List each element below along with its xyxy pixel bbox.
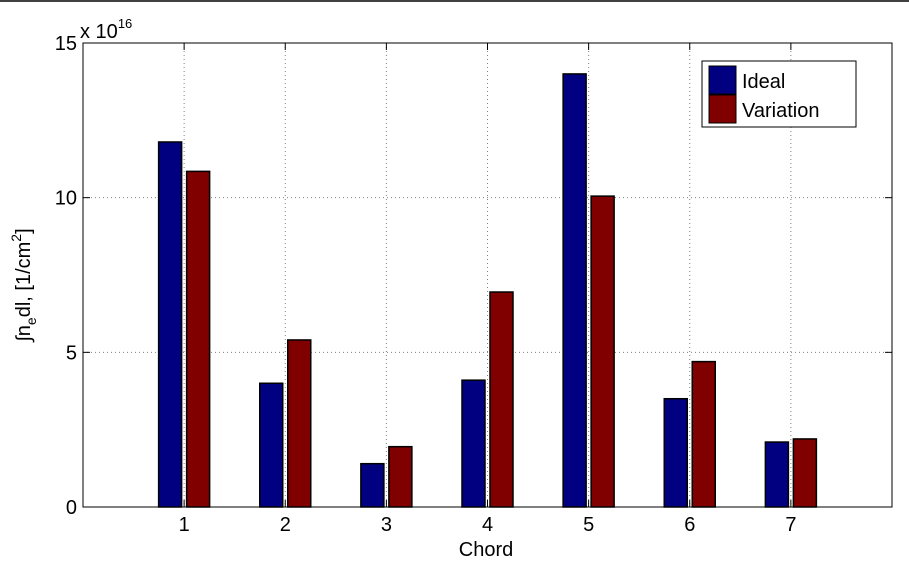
x-tick-label: 7 xyxy=(785,514,796,536)
legend-swatch-variation xyxy=(708,94,737,124)
x-tick-label: 3 xyxy=(381,514,392,536)
bars xyxy=(157,73,818,508)
y-label-main: ∫n xyxy=(13,325,35,343)
grid xyxy=(83,43,892,507)
y-scale-base: x 10 xyxy=(80,21,118,43)
legend-label-variation: Variation xyxy=(742,100,819,122)
bar-variation-chord-1 xyxy=(185,170,211,508)
y-tick-label: 10 xyxy=(55,188,77,210)
y-axis-label: ∫nedl, [1/cm2] xyxy=(8,228,39,342)
bar-variation-chord-3 xyxy=(388,445,413,508)
legend-swatch-ideal xyxy=(708,65,737,95)
x-tick-label: 2 xyxy=(280,514,291,536)
bar-variation-chord-4 xyxy=(489,291,514,508)
bar-ideal-chord-7 xyxy=(764,441,790,508)
x-tick-label: 1 xyxy=(179,514,190,536)
bar-ideal-chord-3 xyxy=(360,462,385,508)
y-label-superscript: 2 xyxy=(8,234,24,242)
bar-ideal-chord-6 xyxy=(663,397,688,508)
bar-variation-chord-5 xyxy=(590,195,615,508)
y-label-end: ] xyxy=(13,228,35,234)
legend-label-ideal: Ideal xyxy=(742,71,785,93)
x-tick-label: 5 xyxy=(583,514,594,536)
bar-variation-chord-7 xyxy=(792,438,818,508)
bar-ideal-chord-5 xyxy=(562,73,587,508)
y-label-rest: dl, [1/cm xyxy=(13,242,35,318)
bar-variation-chord-6 xyxy=(691,360,716,508)
y-scale-exponent: 16 xyxy=(118,16,132,31)
bar-ideal-chord-1 xyxy=(157,141,183,508)
legend: Ideal Variation xyxy=(701,60,857,128)
x-tick-label: 6 xyxy=(684,514,695,536)
y-label-subscript: e xyxy=(23,317,39,325)
x-tick-label: 4 xyxy=(482,514,493,536)
x-axis-label: Chord xyxy=(459,539,513,561)
y-scale-multiplier: x 1016 xyxy=(80,16,132,43)
y-tick-label: 5 xyxy=(66,342,77,364)
bar-ideal-chord-2 xyxy=(259,382,284,508)
y-tick-label: 15 xyxy=(55,33,77,55)
ticks: 0 5 10 15 1 2 3 4 5 6 7 xyxy=(55,33,892,536)
bar-ideal-chord-4 xyxy=(461,379,486,508)
bar-variation-chord-2 xyxy=(287,339,312,508)
y-tick-label: 0 xyxy=(66,497,77,519)
